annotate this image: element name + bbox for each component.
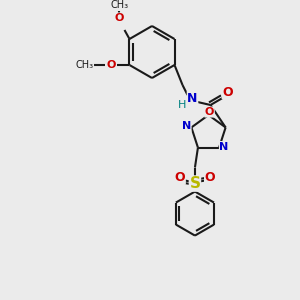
Text: CH₃: CH₃ (110, 0, 128, 10)
Text: O: O (222, 85, 233, 98)
Text: O: O (205, 107, 214, 117)
Text: O: O (205, 171, 215, 184)
Text: N: N (187, 92, 198, 104)
Text: N: N (182, 122, 191, 131)
Text: O: O (175, 171, 185, 184)
Text: O: O (107, 60, 116, 70)
Text: S: S (189, 176, 200, 191)
Text: O: O (115, 13, 124, 23)
Text: CH₃: CH₃ (75, 60, 94, 70)
Text: N: N (220, 142, 229, 152)
Text: H: H (178, 100, 187, 110)
